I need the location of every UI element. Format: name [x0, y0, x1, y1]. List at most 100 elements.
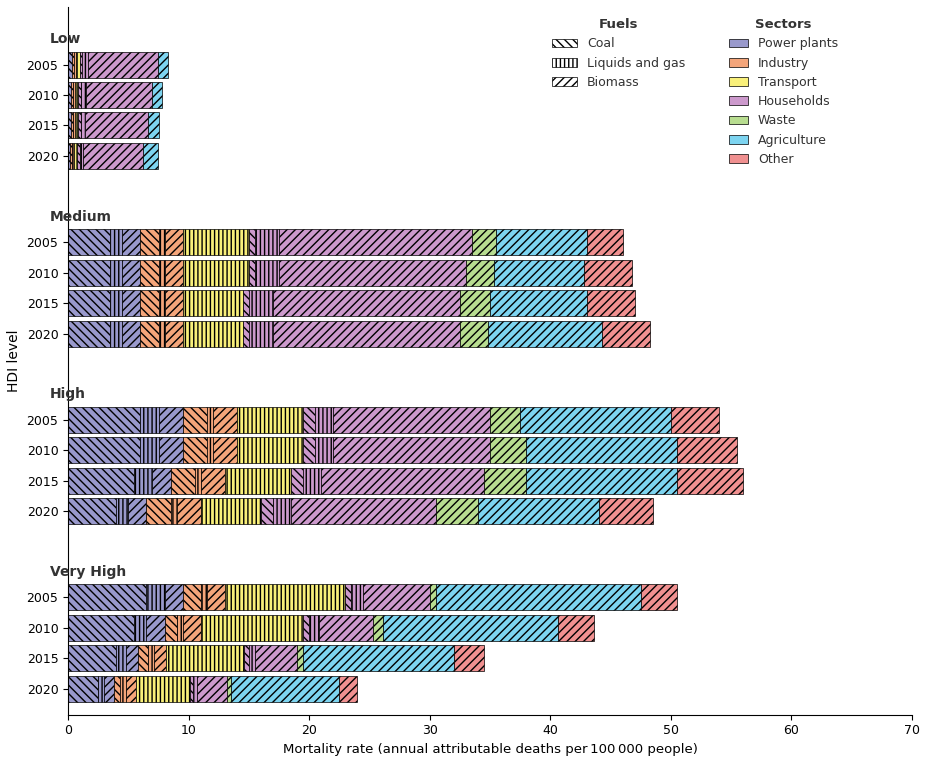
Bar — [454, 645, 484, 671]
Bar — [81, 82, 85, 108]
Bar — [122, 259, 140, 285]
Bar — [146, 498, 171, 524]
Bar — [140, 229, 159, 255]
Bar — [80, 52, 82, 78]
Bar — [291, 498, 436, 524]
Bar — [68, 259, 110, 285]
Bar — [77, 143, 80, 169]
Bar — [68, 52, 71, 78]
Bar — [319, 615, 374, 641]
Bar — [79, 112, 81, 138]
Bar — [110, 259, 122, 285]
Bar — [68, 82, 70, 108]
Bar — [177, 498, 201, 524]
Bar — [116, 645, 126, 671]
Bar — [225, 468, 291, 494]
Bar — [527, 468, 677, 494]
Bar — [88, 52, 158, 78]
Bar — [587, 290, 635, 316]
Bar — [201, 468, 225, 494]
Bar — [70, 82, 73, 108]
Bar — [207, 584, 225, 610]
Bar — [122, 229, 140, 255]
Bar — [478, 498, 599, 524]
Bar — [122, 320, 140, 346]
Bar — [122, 290, 140, 316]
Bar — [165, 290, 183, 316]
Bar — [315, 437, 334, 463]
Bar — [183, 290, 243, 316]
Bar — [255, 645, 298, 671]
Bar — [303, 407, 315, 433]
Bar — [165, 320, 183, 346]
Bar — [249, 229, 255, 255]
Bar — [488, 320, 603, 346]
Bar — [146, 615, 165, 641]
Bar — [472, 229, 496, 255]
Bar — [75, 82, 79, 108]
Bar — [677, 468, 743, 494]
Bar — [255, 259, 279, 285]
Bar — [227, 676, 231, 702]
Bar — [436, 584, 641, 610]
Bar — [520, 407, 671, 433]
Bar — [201, 498, 261, 524]
Bar — [363, 584, 430, 610]
Text: Low: Low — [50, 32, 82, 46]
Bar — [249, 320, 273, 346]
Bar — [243, 290, 249, 316]
Bar — [671, 407, 719, 433]
Bar — [68, 407, 140, 433]
Bar — [146, 584, 165, 610]
Bar — [165, 229, 183, 255]
Bar — [81, 112, 85, 138]
Bar — [183, 584, 201, 610]
Bar — [152, 82, 161, 108]
Bar — [466, 259, 494, 285]
Bar — [68, 584, 146, 610]
Bar — [165, 584, 183, 610]
Bar — [159, 290, 165, 316]
Bar — [291, 468, 303, 494]
Bar — [75, 112, 79, 138]
Bar — [237, 437, 303, 463]
Bar — [249, 645, 255, 671]
Bar — [114, 676, 120, 702]
Bar — [134, 615, 146, 641]
Bar — [334, 407, 490, 433]
Bar — [159, 407, 183, 433]
Bar — [334, 437, 490, 463]
Bar — [273, 320, 460, 346]
Bar — [201, 615, 303, 641]
Bar — [68, 468, 134, 494]
Bar — [303, 437, 315, 463]
Bar — [346, 584, 351, 610]
Bar — [116, 498, 128, 524]
Bar — [82, 52, 88, 78]
Bar — [159, 320, 165, 346]
Bar — [430, 584, 436, 610]
Bar — [134, 468, 153, 494]
Bar — [584, 259, 632, 285]
Bar — [225, 584, 346, 610]
Bar — [73, 82, 75, 108]
Bar — [183, 615, 201, 641]
Bar — [213, 407, 237, 433]
Bar — [171, 468, 195, 494]
Bar — [255, 229, 279, 255]
Bar — [599, 498, 653, 524]
Bar — [207, 407, 213, 433]
Bar — [351, 584, 363, 610]
Legend: Power plants, Industry, Transport, Households, Waste, Agriculture, Other: Power plants, Industry, Transport, House… — [724, 13, 843, 171]
Bar — [120, 676, 126, 702]
Bar — [194, 676, 197, 702]
Bar — [183, 437, 207, 463]
Bar — [273, 498, 291, 524]
Bar — [71, 52, 74, 78]
Bar — [83, 143, 144, 169]
Bar — [490, 290, 587, 316]
Bar — [126, 676, 135, 702]
Bar — [140, 259, 159, 285]
Bar — [183, 407, 207, 433]
Bar — [71, 143, 73, 169]
